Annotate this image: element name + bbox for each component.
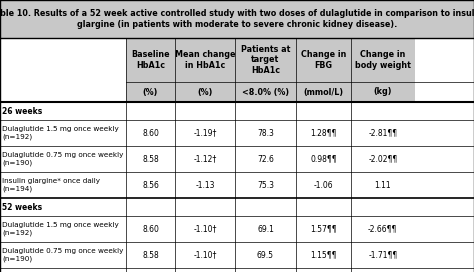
Text: Change in
body weight: Change in body weight — [355, 50, 410, 70]
Text: Dulaglutide 1.5 mg once weekly
(n=192): Dulaglutide 1.5 mg once weekly (n=192) — [2, 222, 119, 236]
Text: -1.19†: -1.19† — [193, 128, 217, 138]
Text: Baseline
HbA1c: Baseline HbA1c — [131, 50, 170, 70]
Text: 26 weeks: 26 weeks — [2, 107, 42, 116]
Text: 8.60: 8.60 — [142, 128, 159, 138]
Bar — [0, 82, 126, 102]
Text: Dulaglutide 0.75 mg once weekly
(n=190): Dulaglutide 0.75 mg once weekly (n=190) — [2, 248, 123, 262]
Text: -2.81¶¶: -2.81¶¶ — [368, 128, 397, 138]
Text: 1.28¶¶: 1.28¶¶ — [310, 128, 337, 138]
Bar — [0, 198, 474, 216]
Text: 72.6: 72.6 — [257, 154, 274, 163]
Bar — [126, 82, 175, 102]
Text: 8.58: 8.58 — [142, 154, 159, 163]
Text: (mmol/L): (mmol/L) — [303, 88, 344, 97]
Bar — [296, 38, 351, 82]
Bar — [0, 0, 474, 38]
Text: 69.1: 69.1 — [257, 224, 274, 233]
Text: 1.57¶¶: 1.57¶¶ — [310, 224, 337, 233]
Text: Dulaglutide 1.5 mg once weekly
(n=192): Dulaglutide 1.5 mg once weekly (n=192) — [2, 126, 119, 140]
Text: Patients at
target
HbA1c: Patients at target HbA1c — [241, 45, 290, 75]
Text: 52 weeks: 52 weeks — [2, 202, 42, 212]
Text: Dulaglutide 0.75 mg once weekly
(n=190): Dulaglutide 0.75 mg once weekly (n=190) — [2, 152, 123, 166]
Text: 8.56: 8.56 — [142, 181, 159, 190]
Text: (kg): (kg) — [374, 88, 392, 97]
Text: -2.02¶¶: -2.02¶¶ — [368, 154, 397, 163]
Text: 78.3: 78.3 — [257, 128, 274, 138]
Bar — [296, 82, 351, 102]
Text: 69.5: 69.5 — [257, 251, 274, 259]
Text: 1.15¶¶: 1.15¶¶ — [310, 251, 337, 259]
Text: -1.10†: -1.10† — [193, 224, 217, 233]
Bar — [0, 38, 126, 82]
Bar — [0, 172, 474, 198]
Bar — [126, 38, 175, 82]
Bar — [0, 216, 474, 242]
Text: (%): (%) — [143, 88, 158, 97]
Text: 75.3: 75.3 — [257, 181, 274, 190]
Bar — [0, 120, 474, 146]
Text: 0.98¶¶: 0.98¶¶ — [310, 154, 337, 163]
Text: Insulin glargine* once daily
(n=194): Insulin glargine* once daily (n=194) — [2, 178, 100, 192]
Bar — [0, 146, 474, 172]
Text: -1.10†: -1.10† — [193, 251, 217, 259]
Bar — [0, 242, 474, 268]
Bar — [175, 82, 235, 102]
Bar — [235, 38, 296, 82]
Text: -1.13: -1.13 — [195, 181, 215, 190]
Bar — [0, 268, 474, 272]
Bar — [0, 102, 474, 120]
Text: -1.71¶¶: -1.71¶¶ — [368, 251, 397, 259]
Text: 8.60: 8.60 — [142, 224, 159, 233]
Text: -1.06: -1.06 — [314, 181, 333, 190]
Text: -1.12†: -1.12† — [193, 154, 217, 163]
Text: Change in
FBG: Change in FBG — [301, 50, 346, 70]
Text: (%): (%) — [197, 88, 213, 97]
Text: <8.0% (%): <8.0% (%) — [242, 88, 289, 97]
Text: 1.11: 1.11 — [374, 181, 391, 190]
Text: Table 10. Results of a 52 week active controlled study with two doses of dulaglu: Table 10. Results of a 52 week active co… — [0, 9, 474, 29]
Bar — [235, 82, 296, 102]
Bar — [351, 38, 415, 82]
Text: -2.66¶¶: -2.66¶¶ — [368, 224, 397, 233]
Bar — [175, 38, 235, 82]
Bar — [351, 82, 415, 102]
Text: 8.58: 8.58 — [142, 251, 159, 259]
Text: Mean change
in HbA1c: Mean change in HbA1c — [175, 50, 235, 70]
